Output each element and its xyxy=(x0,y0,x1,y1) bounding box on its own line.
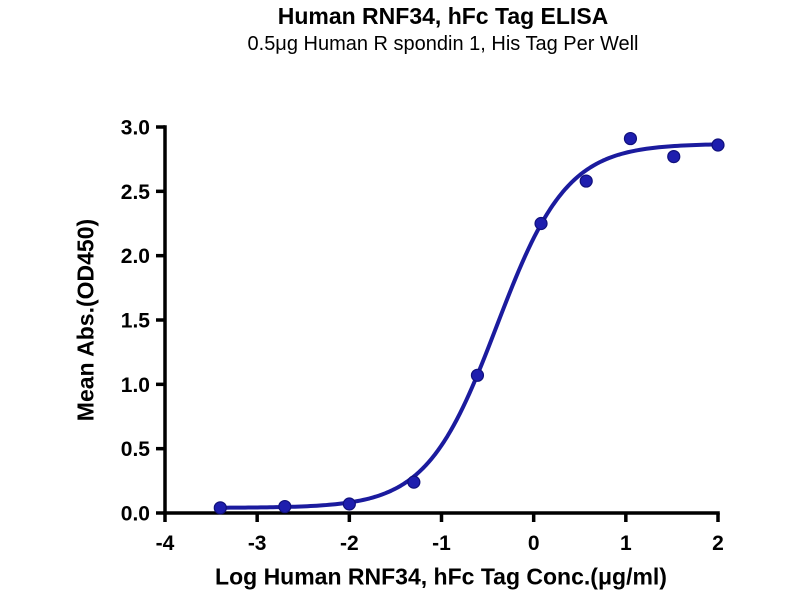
data-point xyxy=(470,368,485,382)
x-tick-label: -4 xyxy=(156,532,175,555)
data-point xyxy=(579,174,593,188)
data-point xyxy=(407,475,421,489)
y-tick-label: 3.0 xyxy=(121,117,150,140)
chart-subtitle: 0.5μg Human R spondin 1, His Tag Per Wel… xyxy=(247,33,639,55)
data-point xyxy=(534,216,548,231)
chart-title: Human RNF34, hFc Tag ELISA xyxy=(277,3,609,29)
x-tick-label: -1 xyxy=(432,532,451,555)
x-tick-label: -3 xyxy=(248,532,267,555)
y-tick-label: 0.0 xyxy=(121,503,150,526)
x-tick-label: 0 xyxy=(528,532,540,555)
fit-curve xyxy=(218,142,720,510)
data-point xyxy=(623,131,638,146)
y-tick-label: 2.5 xyxy=(121,181,151,204)
data-point xyxy=(342,497,356,511)
y-tick-label: 1.5 xyxy=(121,310,151,333)
x-tick-label: 2 xyxy=(712,532,724,555)
y-tick-label: 2.0 xyxy=(121,245,150,268)
data-point xyxy=(711,138,725,152)
x-tick-label: -2 xyxy=(340,532,359,555)
data-point xyxy=(667,149,681,164)
data-point xyxy=(213,501,227,515)
x-tick-label: 1 xyxy=(620,532,632,555)
y-tick-label: 1.0 xyxy=(121,374,150,397)
data-point xyxy=(278,499,292,514)
y-tick-label: 0.5 xyxy=(121,438,151,461)
x-axis-title: Log Human RNF34, hFc Tag Conc.(μg/ml) xyxy=(215,563,667,590)
